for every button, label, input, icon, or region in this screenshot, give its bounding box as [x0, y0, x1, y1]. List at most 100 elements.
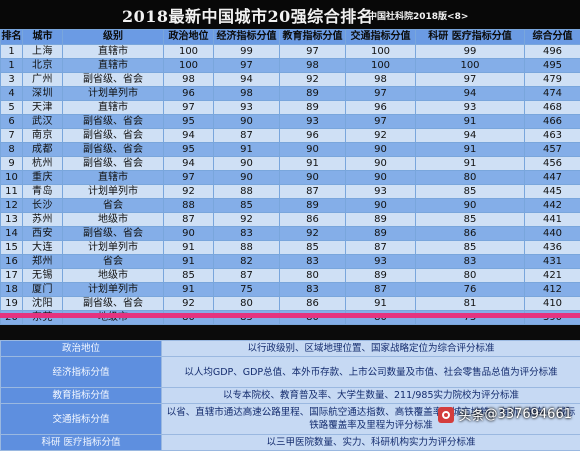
cell-rank: 13 [1, 213, 23, 227]
cell-transport: 90 [346, 157, 416, 171]
cell-city: 天津 [23, 101, 63, 115]
cell-rank: 9 [1, 157, 23, 171]
note-label: 经济指标分值 [1, 357, 162, 388]
cell-total: 496 [525, 45, 580, 59]
note-text: 以三甲医院数量、实力、科研机构实力为评分标准 [162, 435, 580, 451]
cell-level: 省会 [63, 255, 164, 269]
cell-city: 厦门 [23, 283, 63, 297]
page-subtitle: 中国社科院2018版<8> [368, 9, 468, 22]
cell-politics: 87 [164, 213, 214, 227]
cell-level: 副省级、省会 [63, 73, 164, 87]
cell-transport: 90 [346, 171, 416, 185]
cell-education: 83 [280, 283, 346, 297]
cell-rank: 6 [1, 115, 23, 129]
column-header-rank: 排名 [1, 30, 23, 45]
cell-level: 计划单列市 [63, 87, 164, 101]
cell-politics: 92 [164, 185, 214, 199]
cell-education: 97 [280, 45, 346, 59]
cell-rank: 19 [1, 297, 23, 311]
cell-transport: 91 [346, 297, 416, 311]
cell-politics: 95 [164, 143, 214, 157]
cell-total: 440 [525, 227, 580, 241]
cell-education: 89 [280, 87, 346, 101]
cell-politics: 91 [164, 255, 214, 269]
cell-economy: 87 [214, 269, 280, 283]
cell-economy: 97 [214, 59, 280, 73]
cell-education: 86 [280, 213, 346, 227]
cell-total: 468 [525, 101, 580, 115]
cell-level: 计划单列市 [63, 241, 164, 255]
cell-politics: 96 [164, 87, 214, 101]
cell-economy: 88 [214, 241, 280, 255]
cell-rank: 8 [1, 143, 23, 157]
cell-education: 87 [280, 185, 346, 199]
cell-rank: 15 [1, 241, 23, 255]
cell-research: 86 [416, 227, 525, 241]
cell-rank: 10 [1, 171, 23, 185]
cell-politics: 95 [164, 115, 214, 129]
cell-economy: 90 [214, 157, 280, 171]
cell-politics: 97 [164, 171, 214, 185]
cell-level: 省会 [63, 199, 164, 213]
cell-total: 463 [525, 129, 580, 143]
cell-education: 89 [280, 101, 346, 115]
cell-transport: 96 [346, 101, 416, 115]
cell-research: 97 [416, 73, 525, 87]
cell-research: 85 [416, 241, 525, 255]
cell-economy: 83 [214, 227, 280, 241]
cell-education: 89 [280, 199, 346, 213]
watermark-handle: @337694661 [485, 407, 572, 422]
cell-politics: 97 [164, 101, 214, 115]
cell-education: 90 [280, 143, 346, 157]
cell-level: 副省级、省会 [63, 143, 164, 157]
cell-transport: 90 [346, 143, 416, 157]
cell-rank: 11 [1, 185, 23, 199]
note-row: 经济指标分值以人均GDP、GDP总值、本外币存款、上市公司数量及市值、社会零售品… [1, 357, 580, 388]
column-header-transport: 交通指标分值 [346, 30, 416, 45]
cell-level: 直辖市 [63, 59, 164, 73]
cell-level: 副省级、省会 [63, 297, 164, 311]
cell-transport: 87 [346, 283, 416, 297]
cell-economy: 93 [214, 101, 280, 115]
cell-city: 大连 [23, 241, 63, 255]
cell-total: 447 [525, 171, 580, 185]
cell-level: 副省级、省会 [63, 129, 164, 143]
cell-transport: 100 [346, 45, 416, 59]
cell-economy: 80 [214, 297, 280, 311]
cell-level: 副省级、省会 [63, 227, 164, 241]
cell-research: 80 [416, 171, 525, 185]
column-header-city: 城市 [23, 30, 63, 45]
cell-total: 442 [525, 199, 580, 213]
cell-research: 90 [416, 199, 525, 213]
cell-city: 青岛 [23, 185, 63, 199]
cell-education: 83 [280, 255, 346, 269]
cell-level: 计划单列市 [63, 185, 164, 199]
cell-level: 计划单列市 [63, 283, 164, 297]
cell-education: 80 [280, 269, 346, 283]
cell-total: 436 [525, 241, 580, 255]
cell-level: 直辖市 [63, 171, 164, 185]
cell-level: 地级市 [63, 269, 164, 283]
watermark-brand: 头条 [459, 405, 485, 424]
cell-research: 81 [416, 297, 525, 311]
cell-research: 91 [416, 157, 525, 171]
cell-city: 西安 [23, 227, 63, 241]
cell-economy: 94 [214, 73, 280, 87]
cell-economy: 82 [214, 255, 280, 269]
column-header-economy: 经济指标分值 [214, 30, 280, 45]
cell-research: 85 [416, 185, 525, 199]
cell-politics: 85 [164, 269, 214, 283]
cell-city: 深圳 [23, 87, 63, 101]
cell-city: 无锡 [23, 269, 63, 283]
cell-total: 456 [525, 157, 580, 171]
cell-rank: 4 [1, 87, 23, 101]
cell-transport: 97 [346, 87, 416, 101]
cell-politics: 88 [164, 199, 214, 213]
